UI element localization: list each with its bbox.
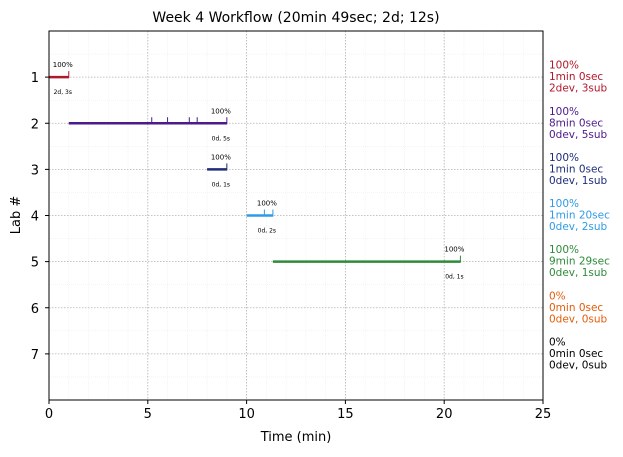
lab-1-summary-line: 2dev, 3sub [549, 83, 608, 95]
x-tick-label: 10 [238, 407, 255, 422]
lab-6-summary-line: 0% [549, 290, 566, 302]
lab-3-percent-label: 100% [211, 153, 231, 161]
lab-3-summary-line: 100% [549, 152, 579, 164]
lab-3-summary-line: 0dev, 1sub [549, 175, 608, 187]
x-tick-label: 15 [337, 407, 354, 422]
lab-3-summary-line: 1min 0sec [549, 163, 603, 175]
y-tick-label: 4 [31, 210, 39, 225]
lab-4-summary-line: 100% [549, 198, 579, 210]
x-axis-label: Time (min) [260, 430, 332, 445]
lab-1-percent-label: 100% [53, 61, 73, 69]
y-tick-label: 1 [31, 71, 39, 86]
lab-1-summary-line: 1min 0sec [549, 71, 603, 83]
lab-7-summary-line: 0dev, 0sub [549, 359, 608, 371]
y-tick-label: 2 [31, 117, 39, 132]
lab-4-info-label: 0d, 2s [258, 228, 276, 235]
lab-3-info-label: 0d, 1s [212, 181, 230, 188]
x-tick-label: 0 [45, 407, 53, 422]
lab-4-percent-label: 100% [257, 200, 277, 208]
lab-6-summary-line: 0min 0sec [549, 302, 603, 314]
lab-2-info-label: 0d, 5s [212, 135, 230, 142]
lab-5-summary-line: 9min 29sec [549, 256, 610, 268]
lab-5-info-label: 0d, 1s [445, 274, 463, 281]
lab-6-summary-line: 0dev, 0sub [549, 313, 608, 325]
lab-4-summary-line: 1min 20sec [549, 210, 610, 222]
lab-5-summary-line: 100% [549, 244, 579, 256]
y-tick-label: 5 [31, 256, 39, 271]
lab-1-info-label: 2d, 3s [54, 89, 72, 96]
lab-2-summary-line: 0dev, 5sub [549, 129, 608, 141]
lab-2-summary-line: 100% [549, 106, 579, 118]
lab-7-summary-line: 0% [549, 336, 566, 348]
lab-2-percent-label: 100% [211, 107, 231, 115]
y-tick-label: 3 [31, 163, 39, 178]
x-tick-label: 25 [535, 407, 552, 422]
lab-2-summary-line: 8min 0sec [549, 117, 603, 129]
y-axis-ticks: 1 2 3 4 5 6 7 [31, 71, 49, 363]
lab-7-summary-line: 0min 0sec [549, 348, 603, 360]
x-tick-label: 20 [436, 407, 453, 422]
lab-1-summary-line: 100% [549, 60, 579, 72]
chart-title: Week 4 Workflow (20min 49sec; 2d; 12s) [152, 10, 439, 26]
y-tick-label: 7 [31, 348, 39, 363]
lab-5-summary-line: 0dev, 1sub [549, 267, 608, 279]
lab-4-summary-line: 0dev, 2sub [549, 221, 608, 233]
series-layer: 100% 2d, 3s 100% 0d, 5s 100% 0d, 1s 100% 0d, 2s… [49, 61, 465, 281]
x-tick-label: 5 [144, 407, 152, 422]
y-tick-label: 6 [31, 302, 39, 317]
x-axis-ticks: 0 5 10 15 20 25 [45, 400, 551, 422]
lab-5-percent-label: 100% [444, 246, 464, 254]
y-axis-label: Lab # [9, 196, 24, 235]
